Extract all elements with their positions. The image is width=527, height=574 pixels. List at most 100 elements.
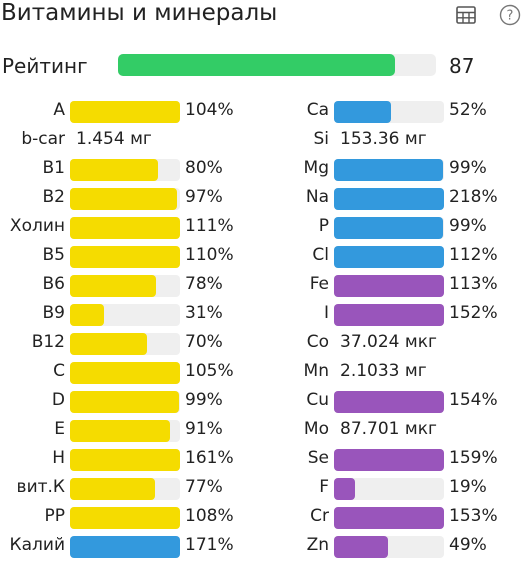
minerals-bar [334,159,443,181]
minerals-amount: 2.1033 мг [340,361,427,381]
minerals-bar [334,188,444,210]
vitamins-label: D [51,390,65,410]
minerals-label: Co [306,332,329,352]
minerals-label: Cu [306,390,329,410]
rating-value: 87 [449,54,475,78]
minerals-label: Mn [303,361,329,381]
minerals-percent: 218% [449,187,498,207]
svg-text:?: ? [507,9,514,24]
vitamins-percent: 91% [185,419,223,439]
minerals-percent: 52% [449,100,487,120]
vitamins-percent: 31% [185,303,223,323]
table-icon[interactable] [455,4,477,26]
minerals-label: Mo [303,419,329,439]
minerals-bar [334,101,391,123]
rating-bar [118,54,395,76]
minerals-percent: 113% [449,274,498,294]
help-icon[interactable]: ? [499,4,521,26]
minerals-percent: 49% [449,535,487,555]
vitamins-percent: 171% [185,535,234,555]
vitamins-percent: 77% [185,477,223,497]
minerals-percent: 99% [449,216,487,236]
minerals-percent: 19% [449,477,487,497]
vitamins-label: B5 [42,245,65,265]
minerals-percent: 152% [449,303,498,323]
vitamins-percent: 99% [185,390,223,410]
vitamins-percent: 104% [185,100,234,120]
vitamins-label: B9 [42,303,65,323]
vitamins-bar [70,159,158,181]
vitamins-label: Калий [9,535,65,555]
vitamins-percent: 78% [185,274,223,294]
minerals-percent: 154% [449,390,498,410]
vitamins-bar [70,246,180,268]
minerals-bar [334,246,444,268]
vitamins-bar [70,449,180,471]
vitamins-label: A [53,100,65,120]
vitamins-label: вит.К [16,477,65,497]
vitamins-bar [70,420,170,442]
vitamins-bar [70,188,177,210]
vitamins-label: E [54,419,65,439]
rating-label: Рейтинг [2,54,88,78]
vitamins-label: PP [44,506,65,526]
page-title: Витамины и минералы [1,0,278,26]
vitamins-bar [70,217,180,239]
minerals-label: Ca [306,100,329,120]
vitamins-bar [70,391,179,413]
vitamins-percent: 80% [185,158,223,178]
minerals-percent: 153% [449,506,498,526]
minerals-label: Na [305,187,329,207]
minerals-label: Mg [303,158,329,178]
vitamins-percent: 161% [185,448,234,468]
minerals-amount: 153.36 мг [340,129,427,149]
vitamins-label: b-car [21,129,65,149]
vitamins-bar [70,478,155,500]
vitamins-label: H [52,448,65,468]
vitamins-bar [70,333,147,355]
minerals-percent: 112% [449,245,498,265]
vitamins-bar [70,304,104,326]
minerals-bar [334,217,443,239]
vitamins-label: Холин [9,216,65,236]
minerals-label: Si [313,129,329,149]
vitamins-percent: 97% [185,187,223,207]
minerals-bar [334,391,444,413]
minerals-bar [334,507,444,529]
vitamins-percent: 70% [185,332,223,352]
vitamins-bar [70,275,156,297]
minerals-label: Fe [309,274,329,294]
minerals-label: Se [307,448,329,468]
vitamins-label: C [53,361,65,381]
vitamins-bar [70,101,180,123]
vitamins-bar [70,536,180,558]
vitamins-percent: 108% [185,506,234,526]
minerals-bar [334,449,444,471]
minerals-label: Cr [310,506,329,526]
header: Витамины и минералы ? [0,0,527,32]
minerals-bar [334,304,444,326]
minerals-percent: 99% [449,158,487,178]
vitamins-percent: 105% [185,361,234,381]
minerals-bar [334,478,355,500]
minerals-label: Zn [306,535,329,555]
vitamins-label: B2 [42,187,65,207]
minerals-label: I [323,303,329,323]
vitamins-percent: 111% [185,216,234,236]
minerals-amount: 37.024 мкг [340,332,437,352]
minerals-amount: 87.701 мкг [340,419,437,439]
minerals-label: P [318,216,329,236]
vitamins-percent: 110% [185,245,234,265]
minerals-bar-track [334,478,444,500]
minerals-label: F [319,477,329,497]
vitamins-amount: 1.454 мг [76,129,152,149]
minerals-label: Cl [312,245,329,265]
vitamins-bar [70,507,180,529]
vitamins-label: B12 [31,332,65,352]
minerals-bar [334,536,388,558]
vitamins-label: B1 [42,158,65,178]
minerals-bar [334,275,444,297]
vitamins-bar [70,362,180,384]
minerals-percent: 159% [449,448,498,468]
vitamins-label: B6 [42,274,65,294]
